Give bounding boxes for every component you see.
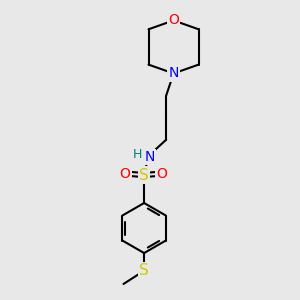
Text: O: O: [119, 167, 130, 181]
Text: S: S: [139, 167, 149, 182]
Text: O: O: [168, 14, 179, 27]
Text: H: H: [133, 148, 142, 161]
Text: S: S: [139, 263, 149, 278]
Text: N: N: [145, 150, 155, 164]
Text: O: O: [156, 167, 167, 181]
Text: N: N: [168, 66, 179, 80]
